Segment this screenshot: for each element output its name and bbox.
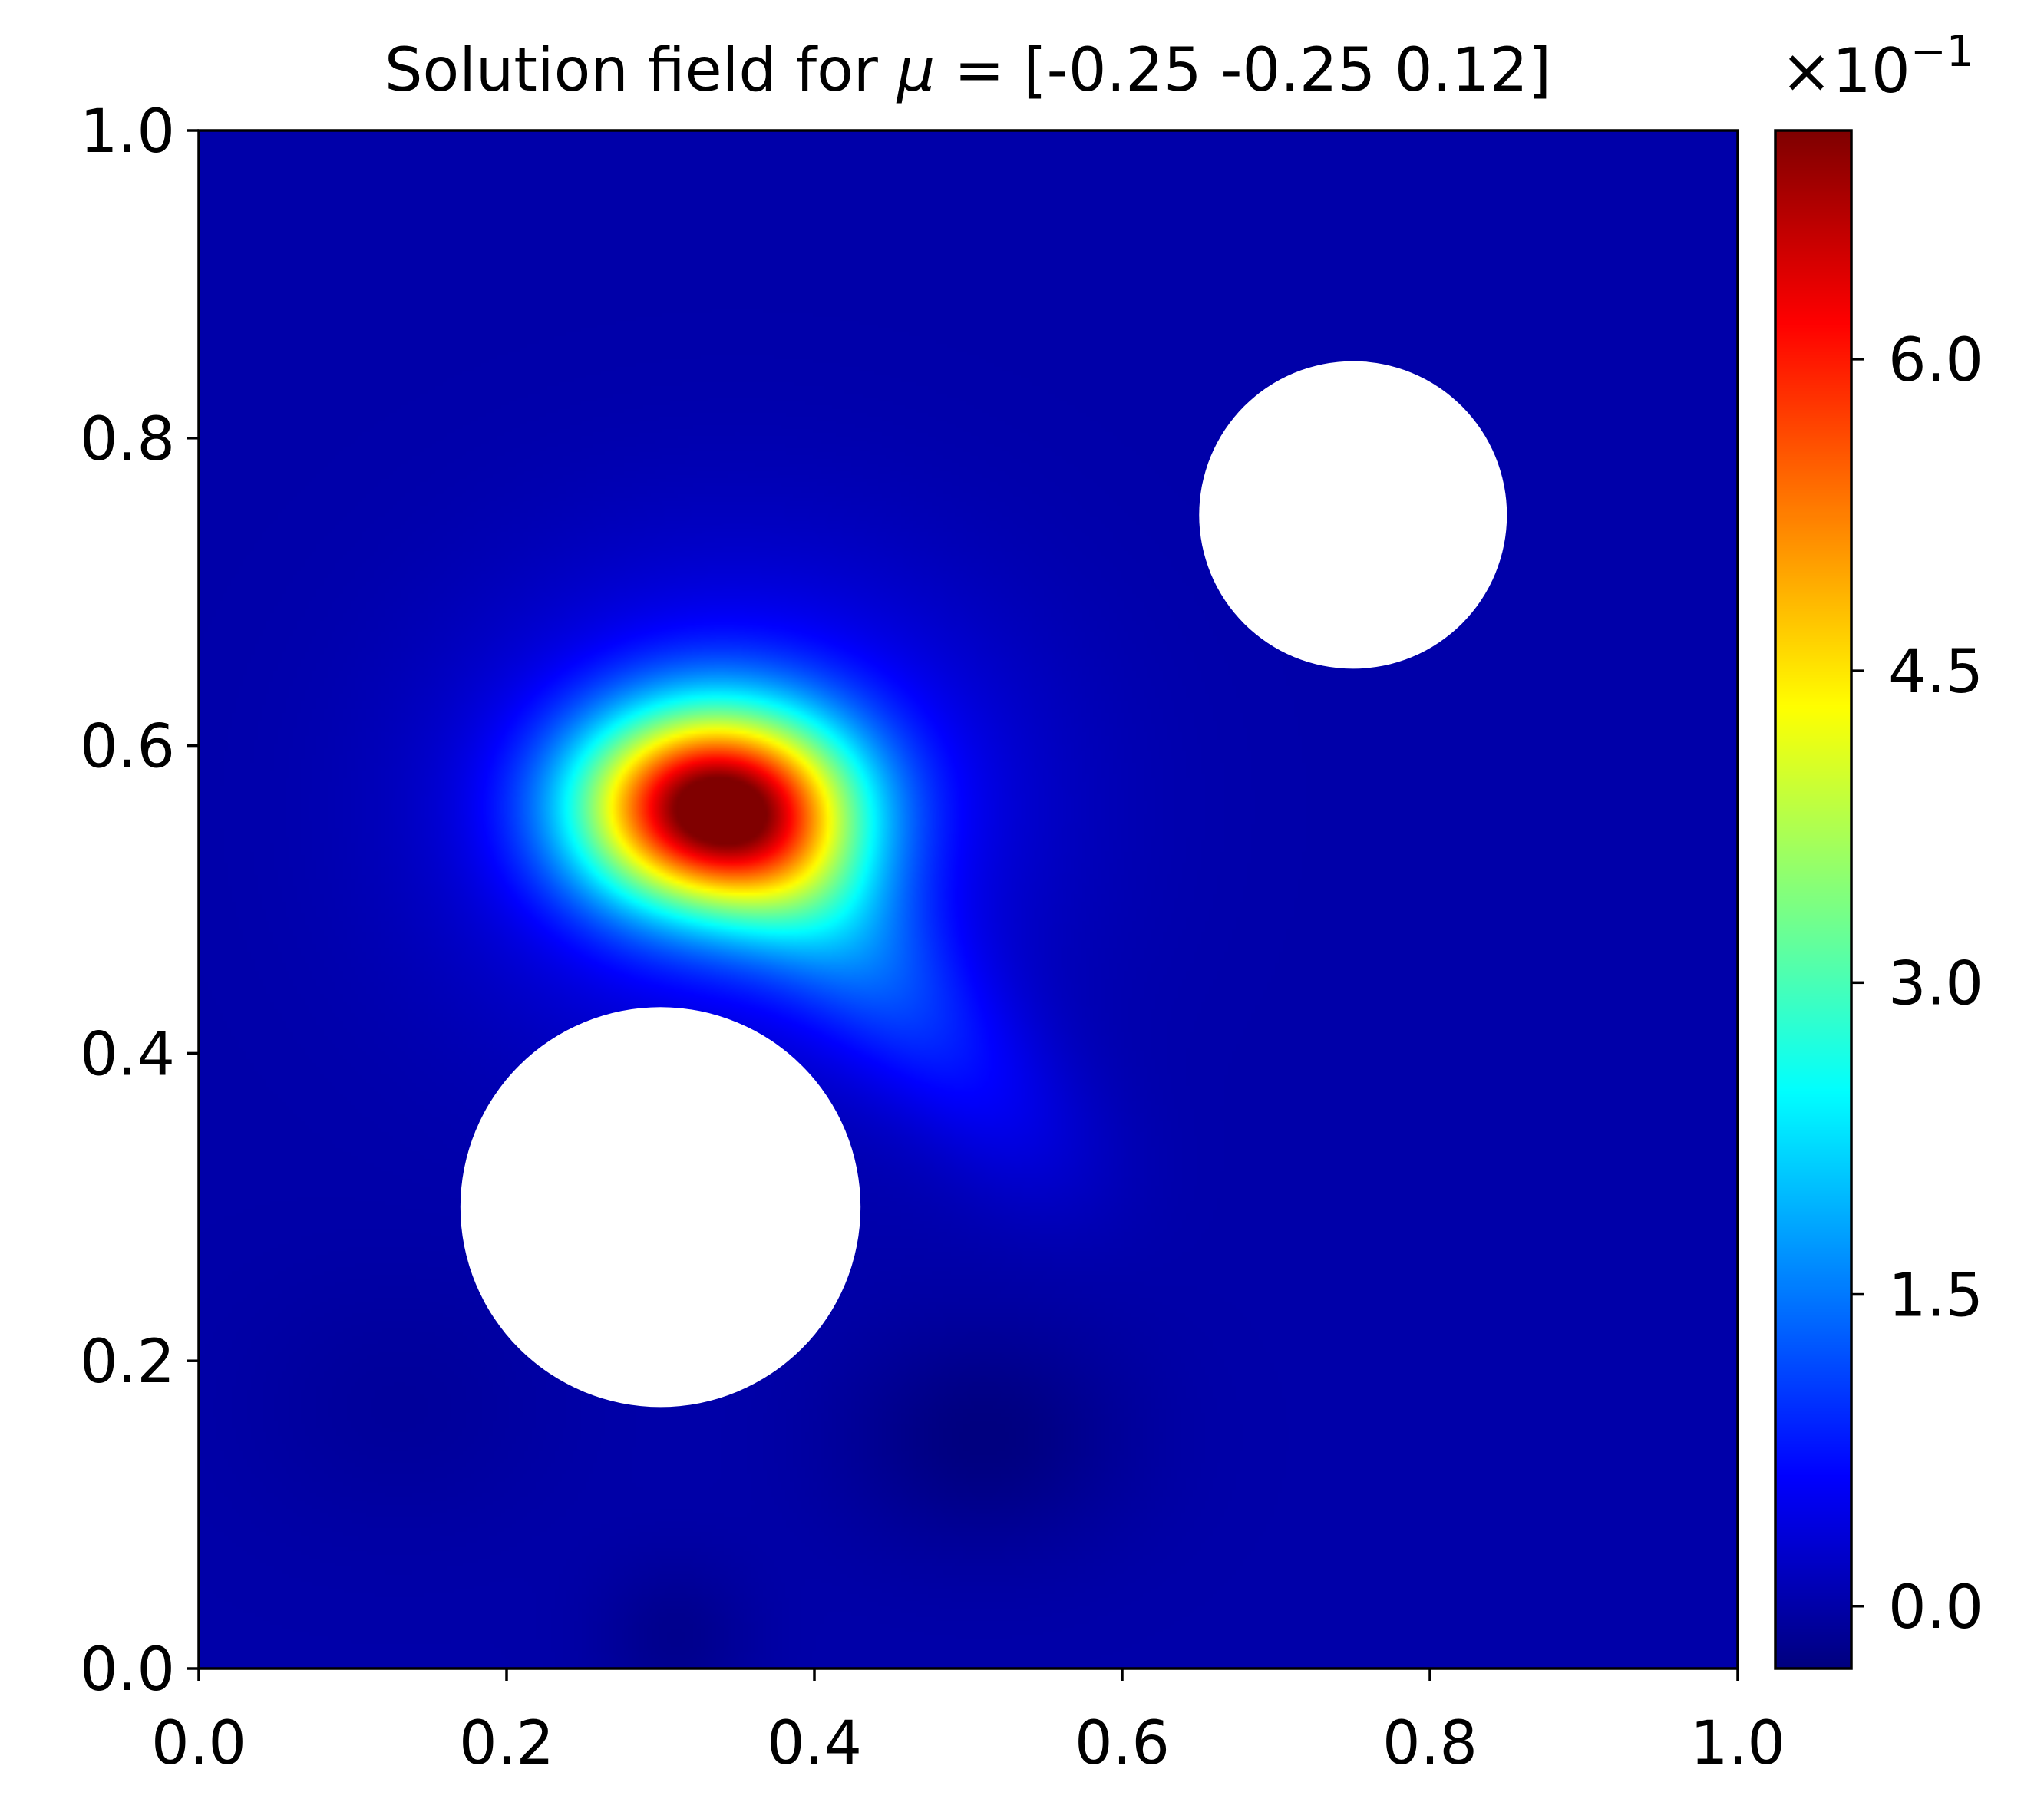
y-axis: 0.0 0.2 0.4 0.6 0.8 1.0 bbox=[80, 97, 199, 1705]
x-tick-label: 0.4 bbox=[767, 1709, 862, 1778]
x-tick-label: 0.2 bbox=[459, 1709, 554, 1778]
y-tick-label: 1.0 bbox=[80, 97, 175, 167]
colorbar-multiplier-exponent: −1 bbox=[1910, 27, 1974, 77]
plot-frame bbox=[197, 129, 1739, 1670]
colorbar-tick-label: 6.0 bbox=[1888, 326, 1983, 395]
colorbar: 0.0 1.5 3.0 4.5 6.0 ×10−1 bbox=[1774, 27, 1983, 1670]
x-tick-label: 0.0 bbox=[151, 1709, 246, 1778]
y-tick-label: 0.4 bbox=[80, 1020, 175, 1089]
y-tick-label: 0.2 bbox=[80, 1328, 175, 1397]
x-axis: 0.0 0.2 0.4 0.6 0.8 1.0 bbox=[151, 1668, 1785, 1778]
colorbar-frame bbox=[1774, 129, 1853, 1670]
title-suffix: = [-0.25 -0.25 0.12] bbox=[935, 36, 1551, 105]
solution-field-image bbox=[199, 130, 1738, 1668]
colorbar-multiplier: ×10−1 bbox=[1781, 27, 1973, 107]
colorbar-ticks: 0.0 1.5 3.0 4.5 6.0 bbox=[1851, 326, 1983, 1642]
y-tick-label: 0.8 bbox=[80, 405, 175, 474]
title-mu-symbol: μ bbox=[896, 36, 936, 105]
y-tick-label: 0.0 bbox=[80, 1635, 175, 1705]
x-tick-label: 0.8 bbox=[1382, 1709, 1478, 1778]
colorbar-tick-label: 4.5 bbox=[1888, 638, 1983, 707]
holes-group bbox=[460, 361, 1507, 1408]
colorbar-tick-label: 0.0 bbox=[1888, 1573, 1983, 1642]
hole-2 bbox=[1199, 361, 1507, 669]
x-tick-label: 1.0 bbox=[1690, 1709, 1785, 1778]
colorbar-tick-label: 1.5 bbox=[1888, 1262, 1983, 1331]
plot-area bbox=[199, 130, 1738, 1668]
hole-1 bbox=[460, 1007, 861, 1408]
chart-title: Solution field for μ = [-0.25 -0.25 0.12… bbox=[385, 36, 1551, 105]
y-tick-label: 0.6 bbox=[80, 713, 175, 782]
colorbar-tick-label: 3.0 bbox=[1888, 949, 1983, 1018]
colorbar-gradient bbox=[1775, 130, 1851, 1668]
x-tick-label: 0.6 bbox=[1075, 1709, 1170, 1778]
colorbar-multiplier-base: ×10 bbox=[1781, 35, 1910, 107]
title-prefix: Solution field for bbox=[385, 36, 897, 105]
